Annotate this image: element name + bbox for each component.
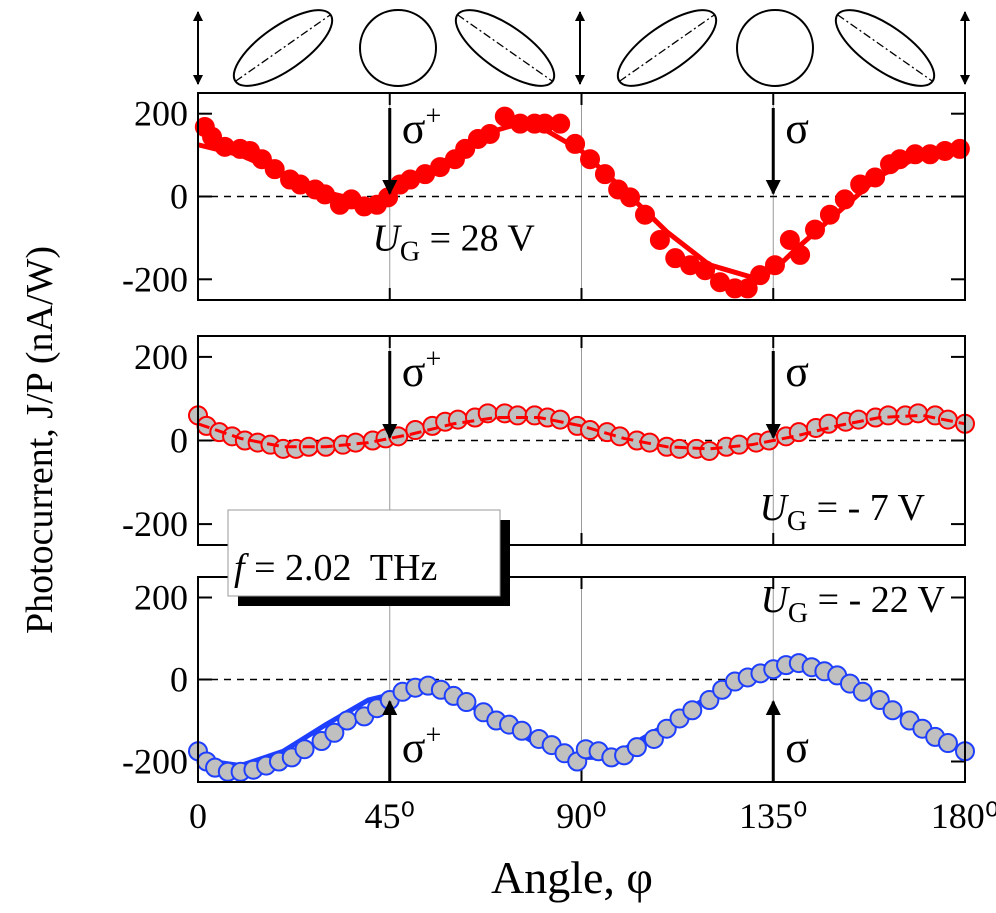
data-point (479, 123, 500, 144)
panel-label: UG = 28 V (372, 217, 535, 267)
data-point (580, 149, 601, 170)
data-point (594, 164, 615, 185)
ellipse-icon (616, 9, 718, 87)
circle-icon (736, 9, 814, 87)
data-point (626, 737, 647, 758)
data-point (447, 409, 468, 430)
data-point (511, 720, 532, 741)
data-point (314, 184, 335, 205)
plot-frame (197, 576, 966, 783)
data-point (699, 440, 720, 461)
annotation-label: σ+ (402, 720, 442, 772)
data-point (643, 728, 664, 749)
data-point (908, 403, 929, 424)
data-point (834, 189, 855, 210)
y-tick-label: 0 (170, 421, 188, 461)
data-point (764, 255, 785, 276)
x-axis-label: Angle, φ (491, 852, 653, 903)
data-point (937, 733, 958, 754)
y-axis-label: Photocurrent, J/P (nA/W) (19, 246, 61, 634)
data-point (869, 690, 890, 710)
x-tick-label: 90⁰ (556, 796, 606, 836)
annotation-label: σ (785, 347, 809, 396)
ellipse-icon (232, 9, 334, 87)
panel-label: UG = - 7 V (759, 487, 925, 537)
data-point (805, 219, 826, 240)
ellipse-icon (834, 9, 936, 87)
x-tick-label: 135⁰ (739, 796, 807, 836)
note-box (227, 509, 501, 597)
annotation-label: σ (785, 104, 809, 153)
ellipse-icon (454, 9, 556, 87)
data-point (848, 409, 869, 430)
data-point (565, 133, 586, 154)
data-point (682, 700, 703, 721)
y-tick-label: -200 (122, 259, 188, 299)
plot-frame (197, 92, 966, 301)
data-point (405, 420, 426, 441)
annotation-label: σ (785, 723, 809, 772)
x-tick-label: 180⁰ (931, 796, 996, 836)
data-point (695, 260, 716, 281)
data-point (865, 167, 886, 188)
data-point (656, 718, 677, 739)
data-point (324, 722, 345, 743)
data-point (264, 159, 285, 180)
y-tick-label: 200 (134, 578, 188, 618)
data-point (634, 204, 655, 225)
data-point (550, 113, 571, 134)
circle-icon (359, 9, 437, 87)
polarization-icons (193, 9, 970, 87)
data-point (550, 409, 571, 430)
data-point (882, 700, 903, 721)
annotation-label: σ+ (402, 101, 442, 153)
data-point (507, 405, 528, 426)
data-point (456, 692, 477, 713)
data-point (620, 187, 641, 208)
note-text: f = 2.02 THz (234, 547, 437, 589)
data-point (779, 229, 800, 250)
data-point (819, 204, 840, 225)
x-tick-label: 45⁰ (365, 796, 415, 836)
data-point (750, 265, 771, 286)
plot-frame (197, 335, 966, 546)
y-tick-label: 200 (134, 94, 188, 134)
data-point (737, 278, 758, 299)
y-tick-label: -200 (122, 504, 188, 544)
y-tick-label: 200 (134, 337, 188, 377)
panel-label: UG = - 22 V (760, 579, 945, 629)
y-tick-label: 0 (170, 660, 188, 700)
data-point (790, 244, 811, 265)
data-point (788, 422, 809, 443)
y-tick-label: -200 (122, 742, 188, 782)
data-point (699, 690, 720, 710)
data-point (852, 681, 873, 702)
data-point (294, 739, 315, 760)
data-point (649, 229, 670, 250)
annotation-label: σ+ (402, 344, 442, 396)
data-point (337, 710, 358, 731)
y-tick-label: 0 (170, 177, 188, 217)
data-point (949, 138, 970, 159)
x-tick-label: 0 (189, 796, 207, 836)
fit-line (197, 413, 966, 451)
